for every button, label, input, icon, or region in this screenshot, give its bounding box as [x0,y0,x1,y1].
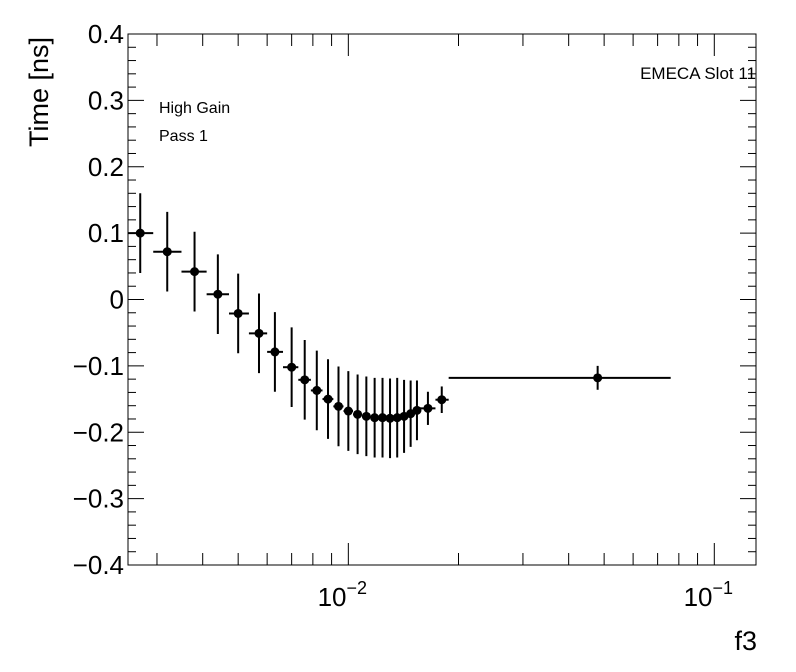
point-marker [323,394,333,404]
point-marker [190,267,200,277]
y-tick-label: 0.3 [88,85,124,115]
data-points [128,193,671,459]
point-marker [213,289,223,299]
point-marker [300,375,310,385]
point-marker [361,411,371,421]
data-point [435,386,449,414]
x-tick-label-base: 10 [684,582,713,612]
data-point [448,365,671,390]
point-marker [270,347,280,357]
point-marker [437,395,447,405]
data-point [420,391,436,425]
point-marker [135,228,145,238]
y-tick-label: 0.4 [88,19,124,49]
point-marker [412,405,422,415]
y-tick-label: 0 [110,285,124,315]
point-marker [254,328,264,338]
point-marker [287,362,297,372]
data-point [267,312,284,392]
y-tick-label: −0.1 [73,351,124,381]
data-point [361,376,371,457]
point-marker [378,413,388,423]
point-marker [593,373,603,383]
data-point [283,327,299,408]
data-point [181,231,207,312]
slot-annotation: EMECA Slot 11 [640,64,756,83]
data-point [378,377,388,458]
x-tick-label: 10−1 [684,578,733,612]
x-axis: 10−2 10−1 [156,34,733,612]
x-tick-label: 10−2 [318,578,367,612]
data-point [298,339,311,420]
data-point [399,379,409,453]
point-marker [353,409,363,419]
point-marker [392,413,402,423]
x-axis-title: f3 [734,626,757,656]
point-marker [370,413,380,423]
x-tick-label-base: 10 [318,582,347,612]
point-marker [312,385,322,395]
data-point [206,254,230,335]
y-tick-label: 0.2 [88,152,124,182]
y-tick-label: −0.2 [73,417,124,447]
pass-annotation: Pass 1 [159,128,208,145]
data-point [412,380,422,441]
point-marker [385,413,395,423]
y-tick-label: −0.4 [73,550,124,580]
data-point [370,377,380,458]
data-point [229,273,249,354]
data-point [406,380,416,447]
y-tick-label: −0.3 [73,484,124,514]
x-tick-label-exponent: −2 [347,578,368,598]
data-point [310,350,323,431]
point-marker [333,401,343,411]
data-point [353,374,363,455]
data-point [153,211,182,292]
gain-annotation: High Gain [159,100,230,117]
point-marker [423,403,433,413]
data-point [333,366,344,447]
data-point [392,377,402,458]
point-marker [343,406,353,416]
y-tick-label: 0.1 [88,218,124,248]
data-point [128,193,154,273]
point-marker [233,308,243,318]
x-tick-label-exponent: −1 [712,578,733,598]
data-point [343,371,354,451]
point-marker [162,247,172,257]
y-axis-title: Time [ns] [24,37,54,147]
data-point [385,378,395,459]
y-axis: 0.4 0.3 0.2 0.1 0 −0.1 −0.2 −0.3 −0.4 [73,19,756,580]
data-point [322,359,334,439]
data-point [248,293,268,374]
